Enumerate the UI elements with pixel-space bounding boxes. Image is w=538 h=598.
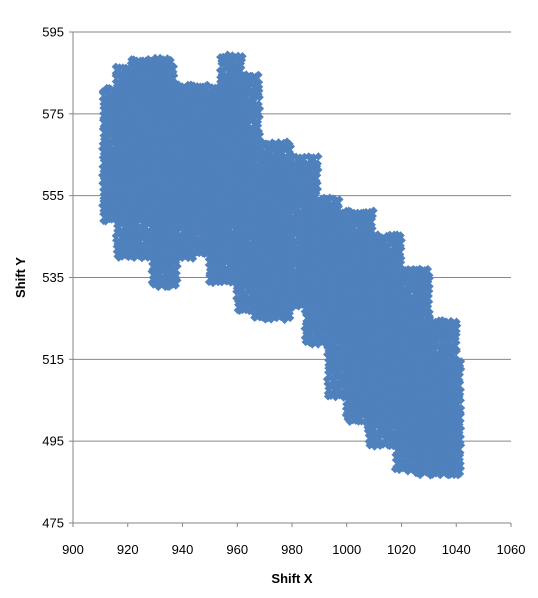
data-point <box>108 190 117 199</box>
data-point <box>152 64 161 74</box>
data-point <box>136 209 146 218</box>
data-point <box>101 134 110 144</box>
data-point <box>114 134 124 144</box>
data-point <box>112 236 121 245</box>
data-point <box>112 159 121 169</box>
data-point <box>101 111 111 120</box>
data-point <box>104 97 113 107</box>
data-point <box>125 118 134 127</box>
data-point <box>134 104 143 113</box>
data-point <box>131 94 140 103</box>
data-point <box>107 194 116 204</box>
data-point <box>112 108 121 117</box>
data-point <box>98 179 107 188</box>
data-point <box>104 213 113 222</box>
data-point <box>98 171 107 180</box>
data-point <box>132 235 142 245</box>
axes <box>69 31 512 527</box>
data-point <box>147 76 156 86</box>
data-point <box>121 87 130 97</box>
data-point <box>146 118 156 127</box>
data-point <box>108 106 117 116</box>
data-point <box>152 99 161 108</box>
data-point <box>129 96 138 106</box>
data-point <box>141 117 150 127</box>
data-point <box>136 69 145 78</box>
data-point <box>98 162 107 171</box>
data-point <box>117 153 127 163</box>
data-point <box>114 140 124 150</box>
data-points <box>98 50 466 480</box>
data-point <box>143 162 152 171</box>
data-point <box>137 222 147 231</box>
data-point <box>141 107 150 117</box>
data-point <box>121 225 130 234</box>
data-point <box>120 136 130 145</box>
data-point <box>118 109 127 119</box>
data-point <box>111 62 121 71</box>
data-point <box>132 87 141 97</box>
data-point <box>120 175 130 185</box>
data-point <box>98 139 108 148</box>
data-point <box>112 247 122 256</box>
data-point <box>117 164 126 173</box>
data-point <box>141 182 150 191</box>
data-point <box>137 77 146 86</box>
data-point <box>128 86 137 95</box>
data-point <box>100 95 110 104</box>
data-point <box>138 149 147 159</box>
data-point <box>150 116 159 126</box>
data-point <box>134 185 143 194</box>
data-point <box>115 191 125 200</box>
data-point <box>115 230 124 239</box>
data-point <box>143 110 153 120</box>
data-point <box>129 121 138 131</box>
data-point <box>118 239 127 249</box>
data-point <box>110 214 119 224</box>
data-point <box>170 77 179 87</box>
data-point <box>128 184 137 193</box>
data-point <box>147 139 157 149</box>
data-point <box>107 206 116 216</box>
data-point <box>106 144 116 153</box>
data-point <box>114 212 124 222</box>
data-point <box>115 92 124 101</box>
